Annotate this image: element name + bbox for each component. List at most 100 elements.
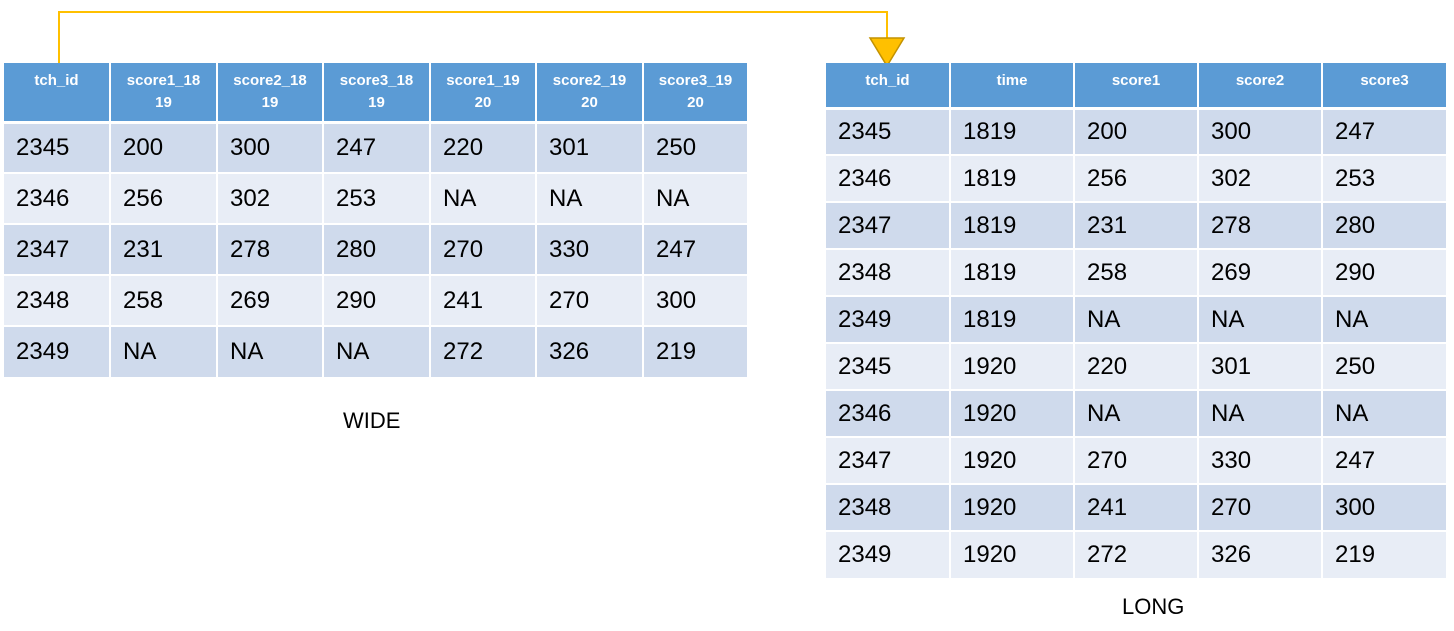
wide-table-row: 2347 231 278 280 270 330 247 <box>4 223 747 275</box>
long-cell: NA <box>1322 295 1446 343</box>
long-table-row: 2348 1819 258 269 290 <box>826 248 1446 296</box>
wide-cell: 2349 <box>4 325 111 377</box>
wide-table-row: 2349 NA NA NA 272 326 219 <box>4 325 747 377</box>
long-cell: 2346 <box>826 154 951 202</box>
long-cell: 2349 <box>826 295 951 343</box>
wide-table: tch_id score1_18 19 score2_18 19 score3_18… <box>4 63 747 377</box>
long-cell: NA <box>1198 389 1323 437</box>
long-cell: 2347 <box>826 436 951 484</box>
wide-cell: 2346 <box>4 172 111 224</box>
wide-header-cell: score3_18 19 <box>323 63 431 124</box>
long-cell: 300 <box>1322 483 1446 531</box>
long-cell: 247 <box>1322 107 1446 155</box>
long-table-row: 2349 1920 272 326 219 <box>826 530 1446 578</box>
long-cell: 1819 <box>950 201 1075 249</box>
long-table-row: 2348 1920 241 270 300 <box>826 483 1446 531</box>
long-cell: 270 <box>1074 436 1199 484</box>
wide-caption: WIDE <box>343 408 401 433</box>
long-cell: 1819 <box>950 295 1075 343</box>
long-caption: LONG <box>1122 594 1185 619</box>
long-cell: 278 <box>1198 201 1323 249</box>
wide-cell: 256 <box>110 172 218 224</box>
wide-cell: 250 <box>643 121 747 173</box>
long-cell: 2347 <box>826 201 951 249</box>
long-table-row: 2345 1920 220 301 250 <box>826 342 1446 390</box>
wide-cell: 258 <box>110 274 218 326</box>
long-header-cell: tch_id <box>826 63 951 110</box>
long-cell: 219 <box>1322 530 1446 578</box>
long-cell: 2345 <box>826 342 951 390</box>
long-header-cell: score3 <box>1322 63 1446 110</box>
long-cell: NA <box>1074 389 1199 437</box>
wide-cell: 200 <box>110 121 218 173</box>
wide-cell: 241 <box>430 274 537 326</box>
long-table-row: 2346 1819 256 302 253 <box>826 154 1446 202</box>
long-cell: 253 <box>1322 154 1446 202</box>
wide-cell: 247 <box>643 223 747 275</box>
long-cell: 231 <box>1074 201 1199 249</box>
long-cell: 2346 <box>826 389 951 437</box>
long-cell: 200 <box>1074 107 1199 155</box>
long-cell: 302 <box>1198 154 1323 202</box>
wide-table-row: 2348 258 269 290 241 270 300 <box>4 274 747 326</box>
wide-cell: 280 <box>323 223 431 275</box>
long-cell: 326 <box>1198 530 1323 578</box>
wide-cell: 2348 <box>4 274 111 326</box>
long-table: tch_id time score1 score2 score3 2345 18… <box>826 63 1446 578</box>
long-cell: 269 <box>1198 248 1323 296</box>
long-cell: 272 <box>1074 530 1199 578</box>
wide-header-cell: score3_19 20 <box>643 63 747 124</box>
long-cell: 1819 <box>950 107 1075 155</box>
wide-cell: 300 <box>217 121 324 173</box>
wide-cell: 330 <box>536 223 644 275</box>
wide-header-cell: score2_19 20 <box>536 63 644 124</box>
wide-header-row: tch_id score1_18 19 score2_18 19 score3_18… <box>4 63 747 124</box>
wide-cell: 2347 <box>4 223 111 275</box>
wide-table-row: 2345 200 300 247 220 301 250 <box>4 121 747 173</box>
wide-cell: 301 <box>536 121 644 173</box>
long-cell: 258 <box>1074 248 1199 296</box>
long-cell: 256 <box>1074 154 1199 202</box>
long-cell: 280 <box>1322 201 1446 249</box>
wide-cell: 220 <box>430 121 537 173</box>
wide-cell: 219 <box>643 325 747 377</box>
wide-cell: 270 <box>536 274 644 326</box>
wide-cell: NA <box>323 325 431 377</box>
wide-cell: 269 <box>217 274 324 326</box>
long-cell: NA <box>1322 389 1446 437</box>
wide-cell: 247 <box>323 121 431 173</box>
wide-cell: 270 <box>430 223 537 275</box>
long-cell: 1920 <box>950 436 1075 484</box>
connector-line <box>58 11 888 63</box>
long-cell: 290 <box>1322 248 1446 296</box>
long-cell: 330 <box>1198 436 1323 484</box>
wide-cell: 300 <box>643 274 747 326</box>
long-cell: 1920 <box>950 483 1075 531</box>
triangle-down-icon <box>868 37 906 68</box>
long-cell: 270 <box>1198 483 1323 531</box>
long-header-cell: score1 <box>1074 63 1199 110</box>
long-cell: 2349 <box>826 530 951 578</box>
long-cell: 247 <box>1322 436 1446 484</box>
long-table-row: 2345 1819 200 300 247 <box>826 107 1446 155</box>
long-table-row: 2347 1819 231 278 280 <box>826 201 1446 249</box>
long-cell: 241 <box>1074 483 1199 531</box>
wide-cell: 272 <box>430 325 537 377</box>
long-table-row: 2349 1819 NA NA NA <box>826 295 1446 343</box>
wide-cell: NA <box>110 325 218 377</box>
long-cell: 301 <box>1198 342 1323 390</box>
long-cell: 2345 <box>826 107 951 155</box>
wide-header-cell: score1_19 20 <box>430 63 537 124</box>
wide-cell: NA <box>217 325 324 377</box>
long-table-row: 2346 1920 NA NA NA <box>826 389 1446 437</box>
long-cell: 1920 <box>950 530 1075 578</box>
wide-cell: 290 <box>323 274 431 326</box>
wide-cell: 302 <box>217 172 324 224</box>
wide-header-cell: score2_18 19 <box>217 63 324 124</box>
wide-cell: 278 <box>217 223 324 275</box>
long-cell: 300 <box>1198 107 1323 155</box>
wide-header-cell: score1_18 19 <box>110 63 218 124</box>
long-header-row: tch_id time score1 score2 score3 <box>826 63 1446 110</box>
long-header-cell: score2 <box>1198 63 1323 110</box>
long-cell: 2348 <box>826 248 951 296</box>
